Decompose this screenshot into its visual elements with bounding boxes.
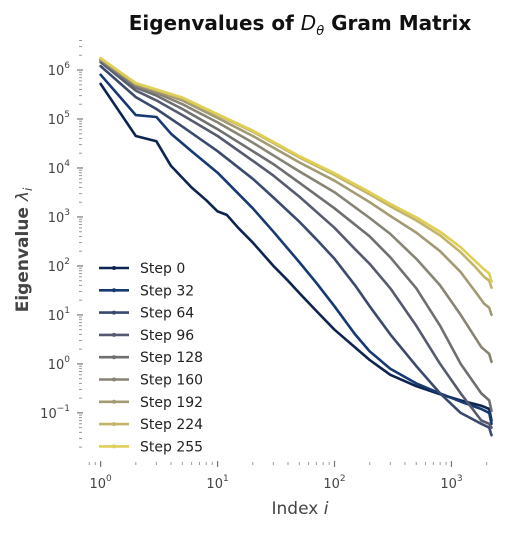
legend-marker <box>112 422 116 427</box>
series-line-step-1 <box>99 73 493 426</box>
series-line-step-4 <box>99 59 493 413</box>
legend-marker <box>112 288 116 293</box>
series-line-step-8 <box>99 56 493 283</box>
legend-label: Step 96 <box>140 328 194 344</box>
x-tick-label: 103 <box>440 474 462 492</box>
y-tick-label: 10−1 <box>40 404 70 422</box>
legend-marker <box>112 266 116 270</box>
legend: Step 0 Step 32 Step 64 Step 96 Step 128 Step … <box>99 261 203 455</box>
legend-marker <box>112 310 116 315</box>
x-tick-label: 101 <box>206 474 228 492</box>
legend-label: Step 224 <box>140 417 203 433</box>
y-tick-label: 106 <box>48 61 71 79</box>
legend-label: Step 0 <box>140 261 185 277</box>
y-tick-label: 100 <box>48 355 71 373</box>
x-axis-label: Index i <box>272 499 329 519</box>
legend-label: Step 192 <box>140 395 203 411</box>
y-tick-label: 103 <box>48 208 70 226</box>
y-axis-label: Eigenvalue λi <box>13 187 35 312</box>
series-line-step-5 <box>99 58 493 364</box>
series-line-step-6 <box>99 57 493 317</box>
series-line-step-0 <box>99 82 493 422</box>
legend-label: Step 128 <box>140 350 203 366</box>
y-tick-label: 104 <box>48 159 71 177</box>
legend-label: Step 160 <box>140 373 203 389</box>
legend-label: Step 255 <box>140 439 203 455</box>
x-tick-label: 100 <box>89 474 112 492</box>
y-tick-label: 102 <box>48 257 70 275</box>
series-line-step-3 <box>99 60 493 429</box>
legend-label: Step 64 <box>140 306 194 322</box>
legend-marker <box>112 377 116 382</box>
legend-label: Step 32 <box>140 283 194 299</box>
legend-marker <box>112 399 116 404</box>
legend-marker <box>112 332 116 337</box>
legend-marker <box>112 444 116 449</box>
y-tick-label: 101 <box>48 306 70 324</box>
y-tick-label: 105 <box>48 110 70 128</box>
series-line-step-2 <box>99 64 493 437</box>
legend-marker <box>112 355 116 360</box>
chart-title: Eigenvalues of Dθ Gram Matrix <box>129 11 472 39</box>
minor-ticks <box>79 40 488 465</box>
x-tick-label: 102 <box>323 474 345 492</box>
